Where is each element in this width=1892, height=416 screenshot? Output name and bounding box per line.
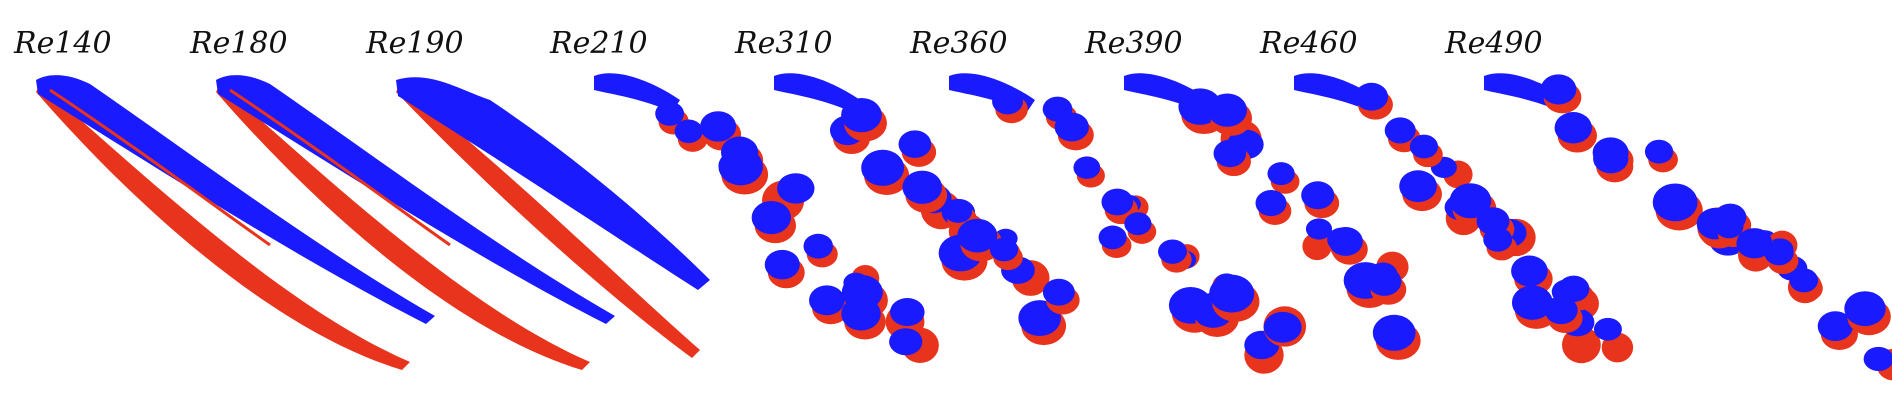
vortex-ring-positive [1098,225,1127,250]
vortex-ring-positive [1863,346,1892,372]
vortex-ring-positive [1054,112,1089,142]
vortex-head [594,73,680,112]
vortex-ring-positive [943,199,973,223]
wake-re190 [396,77,710,358]
vortex-ring-positive [764,249,800,280]
vortex-ring-positive [1483,227,1513,252]
vortex-ring-positive [889,328,923,356]
vortex-bulge [481,116,515,144]
vortex-ring-positive [674,119,703,144]
vortex-ring-positive [655,101,685,126]
wake-re360 [949,73,1307,374]
vortex-ring-positive [1511,255,1548,287]
wake-re140 [36,75,435,370]
vortex-tube-negative [396,84,700,358]
vortex-ring-positive [700,111,737,142]
vortex-ring-positive [1073,156,1101,179]
vortex-ring-positive [841,297,881,331]
wake-re460 [1294,73,1634,364]
vortex-ring-positive [1101,188,1134,216]
vortex-ring-positive [1213,139,1247,168]
vortex-ring-positive [1255,190,1287,217]
vortex-ring-positive [992,88,1024,115]
vortex-ring-positive [1042,278,1075,306]
vortex-ring-positive [841,97,882,133]
panel-label-re310: Re310 [735,26,833,61]
vortex-ring-positive [861,149,905,186]
vortex-ring-positive [989,237,1019,262]
vortex-head [774,73,860,112]
vortex-ring-positive [898,130,932,158]
panel-label-re460: Re460 [1260,26,1358,61]
panel-label-re210: Re210 [550,26,648,61]
vortex-ring-positive [1372,314,1416,351]
vortex-ring-positive [1263,311,1302,343]
vortex-ring-positive [1449,183,1492,219]
panel-label-re180: Re180 [190,26,288,61]
vortex-ring-positive [803,233,834,259]
wake-re210 [594,73,939,364]
vortex-ring-positive [1409,134,1439,159]
vortex-ring-positive [1714,213,1744,239]
wake-re390 [1124,73,1421,360]
vortex-ring-positive [1511,285,1553,320]
wake-re490 [1484,73,1892,381]
vortex-ring-positive [1544,296,1578,325]
vortex-ring-positive [751,200,791,235]
vortex-bulge [595,200,629,228]
vortex-ring-positive [902,170,943,204]
vortex-ring-positive [1593,317,1622,341]
vortex-ring-positive [890,298,925,327]
vortex-ring-positive [1558,275,1590,303]
vortex-seam [49,88,271,247]
vortex-ring-positive [1844,291,1886,327]
vortex-ring-positive [1652,183,1698,222]
vortex-ring-positive [809,285,845,316]
vortex-ring-positive [1644,139,1674,164]
vortex-ring-positive [1305,218,1333,240]
vortex-ring-positive [1736,228,1773,259]
vortex-ring-positive [1354,82,1389,111]
panel-label-re490: Re490 [1445,26,1543,61]
vortex-ring-positive [1207,93,1247,127]
vortex-tube-positive [216,75,615,324]
panel-label-re360: Re360 [910,26,1008,61]
vortex-ring-positive [1367,267,1402,296]
vortex-bulge [519,144,553,172]
vortex-ring-positive [1209,274,1255,313]
panel-label-re140: Re140 [14,26,112,61]
panel-label-re190: Re190 [366,26,464,61]
vortex-ring-positive [1789,268,1819,293]
vortex-bulge [633,228,667,256]
vortex-ring-positive [1399,170,1437,203]
wake-re310 [774,73,1080,346]
panel-label-re390: Re390 [1085,26,1183,61]
vortex-ring-positive [1554,111,1592,144]
vortex-ring-positive [1593,143,1629,174]
vortex-ring-positive [1301,181,1335,210]
vortex-ring-positive [1267,162,1295,186]
wake-re180 [216,75,615,370]
vortex-tube-positive [36,75,435,324]
vortex-ring-positive [1764,240,1794,266]
vortex-bulge [557,172,591,200]
vortex-ring-positive [1328,226,1363,256]
vortex-ring-positive [1384,117,1416,144]
vortex-ring-positive [718,147,763,186]
vortex-ring-positive [1817,311,1854,342]
vortex-ring-positive [777,173,815,204]
vortex-seam [229,88,451,247]
vortex-ring-positive [1158,239,1187,264]
vortex-ring-negative [1302,232,1332,261]
vortex-ring-negative [1561,326,1601,364]
vortex-ring-positive [1540,74,1577,105]
vortex-tube-positive [396,77,710,291]
vortex-ring-positive [957,218,998,253]
vortex-bulge [443,88,477,116]
vortex-ring-positive [1124,212,1152,236]
